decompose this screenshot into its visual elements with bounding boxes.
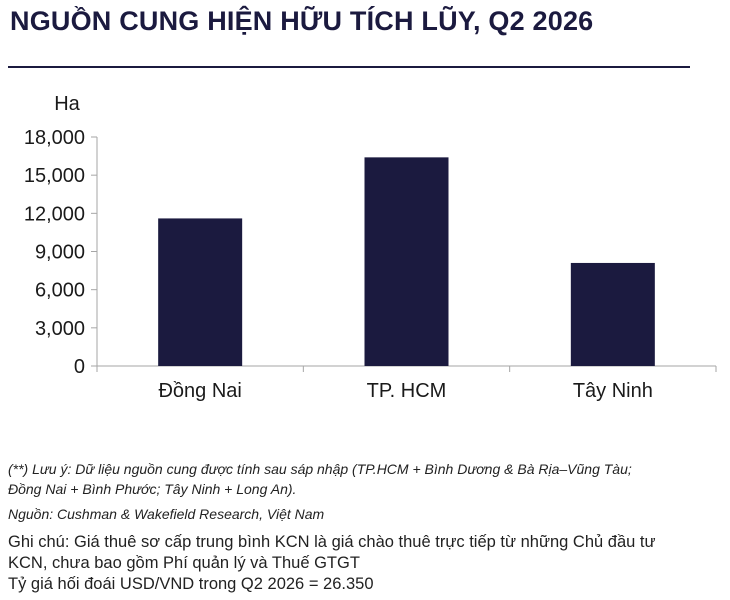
x-tick-label: TP. HCM <box>367 380 447 402</box>
x-axis-labels: Đồng Nai TP. HCM Tây Ninh <box>158 380 652 402</box>
remarks: Ghi chú: Giá thuê sơ cấp trung bình KCN … <box>8 532 724 595</box>
y-tick-label: 6,000 <box>35 280 85 302</box>
y-tick-label: 18,000 <box>24 127 85 149</box>
remark-line: Ghi chú: Giá thuê sơ cấp trung bình KCN … <box>8 533 656 551</box>
source-note: Nguồn: Cushman & Wakefield Research, Việ… <box>8 506 325 522</box>
y-axis: 0 3,000 6,000 9,000 12,000 15,000 18,000 <box>24 127 98 378</box>
y-tick-label: 9,000 <box>35 242 85 264</box>
remark-line: KCN, chưa bao gồm Phí quản lý và Thuế GT… <box>8 554 360 572</box>
y-tick-label: 0 <box>74 356 85 378</box>
y-axis-unit-label: Ha <box>54 93 80 115</box>
bar <box>570 262 655 366</box>
bar <box>158 218 243 366</box>
bars <box>158 157 655 366</box>
bar <box>364 157 449 366</box>
bar-chart: Ha 0 3,000 6,000 9,000 12,000 15,000 18,000 Đồ… <box>24 93 717 402</box>
y-tick-label: 12,000 <box>24 203 85 225</box>
remark-line: Tỷ giá hối đoái USD/VND trong Q2 2026 = … <box>8 575 374 593</box>
x-tick-label: Tây Ninh <box>573 380 653 402</box>
y-tick-label: 15,000 <box>24 165 85 187</box>
x-axis <box>96 365 717 372</box>
y-tick-label: 3,000 <box>35 318 85 340</box>
chart-title: NGUỒN CUNG HIỆN HỮU TÍCH LŨY, Q2 2026 <box>10 6 594 36</box>
footnote-line: (**) Lưu ý: Dữ liệu nguồn cung được tính… <box>8 461 632 477</box>
footnote: (**) Lưu ý: Dữ liệu nguồn cung được tính… <box>8 459 724 499</box>
title-divider <box>8 66 690 68</box>
x-tick-label: Đồng Nai <box>158 380 241 402</box>
footnote-line: Đồng Nai + Bình Phước; Tây Ninh + Long A… <box>8 481 297 497</box>
